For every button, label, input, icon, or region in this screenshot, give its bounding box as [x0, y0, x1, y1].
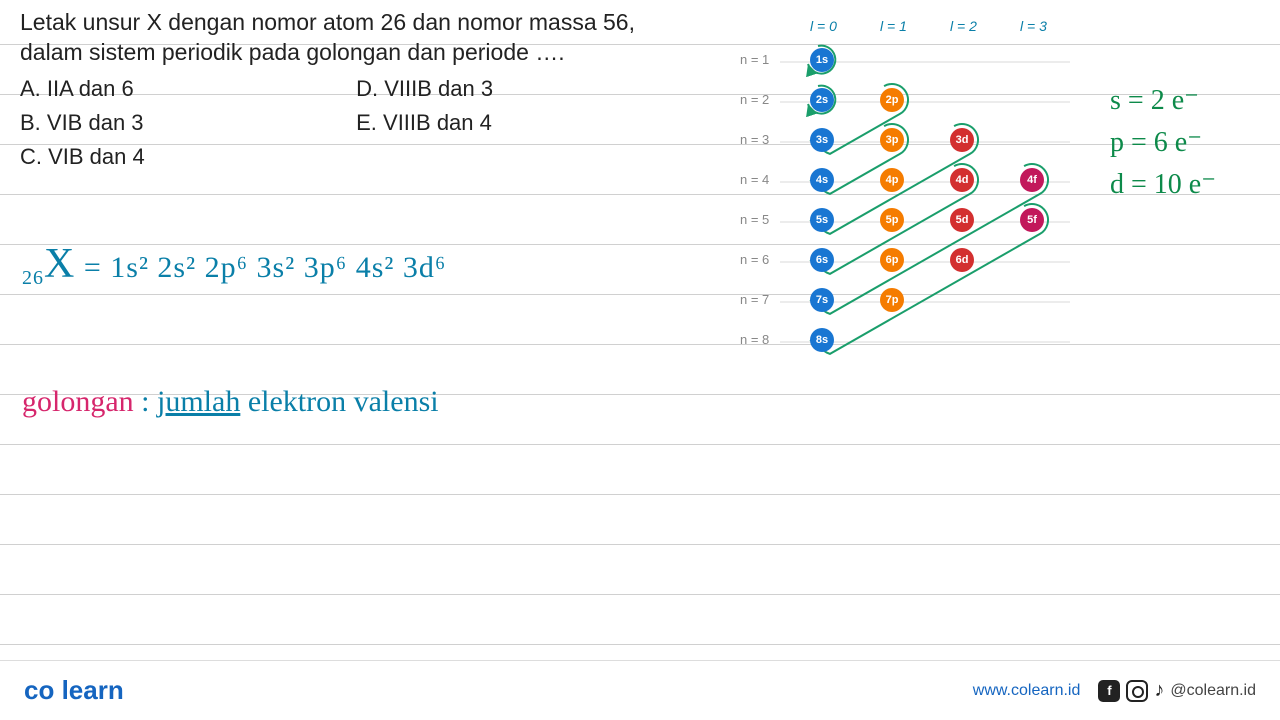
n-label: n = 8 — [740, 332, 769, 347]
formula-x: X — [44, 241, 75, 287]
golongan-word: jumlah — [157, 385, 240, 418]
n-label: n = 5 — [740, 212, 769, 227]
n-label: n = 2 — [740, 92, 769, 107]
footer: co learn www.colearn.id f ♪ @colearn.id — [0, 660, 1280, 720]
orbital-6p: 6p — [880, 248, 904, 272]
orbital-7p: 7p — [880, 288, 904, 312]
l-label: l = 2 — [950, 18, 977, 34]
n-label: n = 3 — [740, 132, 769, 147]
orbital-5p: 5p — [880, 208, 904, 232]
orbital-3s: 3s — [810, 128, 834, 152]
orbital-3d: 3d — [950, 128, 974, 152]
l-label: l = 0 — [810, 18, 837, 34]
orbital-1s: 1s — [810, 48, 834, 72]
orbital-4f: 4f — [1020, 168, 1044, 192]
orbital-5s: 5s — [810, 208, 834, 232]
instagram-icon — [1126, 680, 1148, 702]
logo-text: co learn — [24, 675, 124, 705]
n-label: n = 4 — [740, 172, 769, 187]
orbital-3p: 3p — [880, 128, 904, 152]
aufbau-diagram: l = 0 l = 1 l = 2 l = 3 n = 1 n = 2 n = 3 n = 4… — [740, 18, 1100, 398]
orbital-4s: 4s — [810, 168, 834, 192]
option-d: D. VIIIB dan 3 — [356, 76, 493, 102]
diagram-svg — [740, 18, 1100, 398]
option-a: A. IIA dan 6 — [20, 76, 350, 102]
golongan-note: golongan : jumlah elektron valensi — [22, 385, 439, 419]
golongan-colon: : — [134, 385, 157, 418]
n-label: n = 1 — [740, 52, 769, 67]
note-d: d = 10 e⁻ — [1110, 164, 1216, 206]
question-text: Letak unsur X dengan nomor atom 26 dan n… — [20, 8, 700, 68]
golongan-label: golongan — [22, 385, 134, 418]
orbital-7s: 7s — [810, 288, 834, 312]
footer-url: www.colearn.id — [973, 682, 1081, 700]
n-label: n = 6 — [740, 252, 769, 267]
footer-right: www.colearn.id f ♪ @colearn.id — [973, 679, 1256, 702]
orbital-8s: 8s — [810, 328, 834, 352]
option-e: E. VIIIB dan 4 — [356, 110, 492, 136]
n-label: n = 7 — [740, 292, 769, 307]
answer-options: A. IIA dan 6 D. VIIIB dan 3 B. VIB dan 3… — [20, 76, 700, 178]
social-icons: f ♪ @colearn.id — [1098, 679, 1256, 702]
formula-body: = 1s² 2s² 2p⁶ 3s² 3p⁶ 4s² 3d⁶ — [75, 251, 446, 284]
orbital-4p: 4p — [880, 168, 904, 192]
option-b: B. VIB dan 3 — [20, 110, 350, 136]
orbital-6s: 6s — [810, 248, 834, 272]
l-label: l = 1 — [880, 18, 907, 34]
orbital-4d: 4d — [950, 168, 974, 192]
electron-config-formula: 26X = 1s² 2s² 2p⁶ 3s² 3p⁶ 4s² 3d⁶ — [22, 240, 446, 290]
orbital-5f: 5f — [1020, 208, 1044, 232]
orbital-2s: 2s — [810, 88, 834, 112]
formula-sub-26: 26 — [22, 267, 44, 289]
electron-capacity-notes: s = 2 e⁻ p = 6 e⁻ d = 10 e⁻ — [1110, 80, 1216, 206]
tiktok-icon: ♪ — [1154, 679, 1164, 702]
l-label: l = 3 — [1020, 18, 1047, 34]
note-s: s = 2 e⁻ — [1110, 80, 1216, 122]
golongan-rest: elektron valensi — [240, 385, 438, 418]
social-handle: @colearn.id — [1170, 682, 1256, 700]
option-c: C. VIB dan 4 — [20, 144, 350, 170]
orbital-5d: 5d — [950, 208, 974, 232]
orbital-2p: 2p — [880, 88, 904, 112]
logo: co learn — [24, 675, 124, 706]
facebook-icon: f — [1098, 680, 1120, 702]
orbital-6d: 6d — [950, 248, 974, 272]
note-p: p = 6 e⁻ — [1110, 122, 1216, 164]
